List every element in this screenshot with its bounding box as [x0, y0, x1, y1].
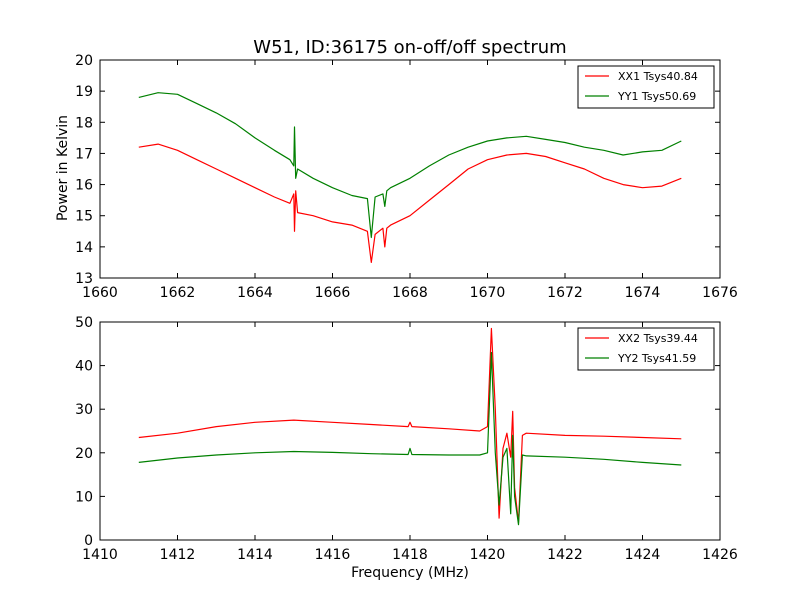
bottom-x-ticks: 1410 1412 1414 1416 1418 1420 1422 1424 1426	[82, 322, 738, 563]
bottom-y-tick-label: 40	[75, 359, 93, 375]
bottom-legend-box	[577, 327, 715, 371]
top-legend-label-xx1: XX1 Tsys40.84	[618, 70, 698, 83]
top-y-tick-label: 16	[75, 178, 93, 194]
bottom-series-line-xx	[138, 327, 682, 524]
bottom-x-tick-label: 1410	[82, 547, 118, 563]
top-series-line-yy	[138, 92, 682, 239]
top-x-ticks: 1660 1662 1664 1666 1668 1670 1672 1674 1676	[82, 60, 738, 301]
bottom-x-tick-label: 1422	[547, 547, 583, 563]
bottom-spectrum-panel: 1410 1412 1414 1416 1418 1420 1422 1424 1426 0 10…	[75, 315, 738, 563]
top-x-tick-label: 1670	[470, 285, 506, 301]
top-legend-box	[577, 65, 715, 109]
bottom-x-tick-label: 1416	[315, 547, 351, 563]
top-series-line-xx	[138, 143, 682, 263]
top-y-tick-label: 15	[75, 209, 93, 225]
top-y-tick-label: 19	[75, 84, 93, 100]
bottom-x-tick-label: 1420	[470, 547, 506, 563]
bottom-y-tick-label: 50	[75, 315, 93, 331]
top-x-tick-label: 1672	[547, 285, 583, 301]
top-x-tick-label: 1662	[160, 285, 196, 301]
bottom-x-tick-label: 1426	[702, 547, 738, 563]
bottom-series-lines	[138, 327, 682, 526]
top-x-tick-label: 1676	[702, 285, 738, 301]
top-legend-label-yy1: YY1 Tsys50.69	[617, 90, 696, 103]
top-y-tick-label: 14	[75, 240, 93, 256]
bottom-y-tick-label: 20	[75, 446, 93, 462]
bottom-y-tick-label: 30	[75, 402, 93, 418]
top-y-tick-label: 20	[75, 53, 93, 69]
top-x-tick-label: 1668	[392, 285, 428, 301]
bottom-x-tick-label: 1412	[160, 547, 196, 563]
bottom-x-tick-label: 1418	[392, 547, 428, 563]
bottom-x-tick-label: 1424	[625, 547, 661, 563]
top-y-tick-label: 13	[75, 271, 93, 287]
bottom-y-tick-label: 10	[75, 489, 93, 505]
bottom-series-line-yy	[138, 351, 682, 526]
y-axis-label: Power in Kelvin	[55, 115, 71, 221]
top-series-lines	[138, 92, 682, 263]
top-x-tick-label: 1660	[82, 285, 118, 301]
bottom-legend-label-xx2: XX2 Tsys39.44	[618, 332, 698, 345]
top-x-tick-label: 1666	[315, 285, 351, 301]
top-y-tick-label: 17	[75, 146, 93, 162]
bottom-legend-label-yy2: YY2 Tsys41.59	[617, 352, 696, 365]
top-x-tick-label: 1674	[625, 285, 661, 301]
top-spectrum-panel: 1660 1662 1664 1666 1668 1670 1672 1674 1676 131…	[75, 53, 738, 301]
top-x-tick-label: 1664	[237, 285, 273, 301]
top-y-tick-label: 18	[75, 115, 93, 131]
bottom-x-tick-label: 1414	[237, 547, 273, 563]
top-y-ticks: 13 14 15 16 17 18 19 20	[75, 53, 720, 287]
bottom-y-ticks: 0 10 20 30 40 50	[75, 315, 720, 549]
top-legend: XX1 Tsys40.84 YY1 Tsys50.69	[577, 65, 715, 109]
bottom-legend: XX2 Tsys39.44 YY2 Tsys41.59	[577, 327, 715, 371]
x-axis-label: Frequency (MHz)	[351, 565, 469, 581]
figure-title: W51, ID:36175 on-off/off spectrum	[253, 37, 566, 58]
bottom-y-tick-label: 0	[84, 533, 93, 549]
